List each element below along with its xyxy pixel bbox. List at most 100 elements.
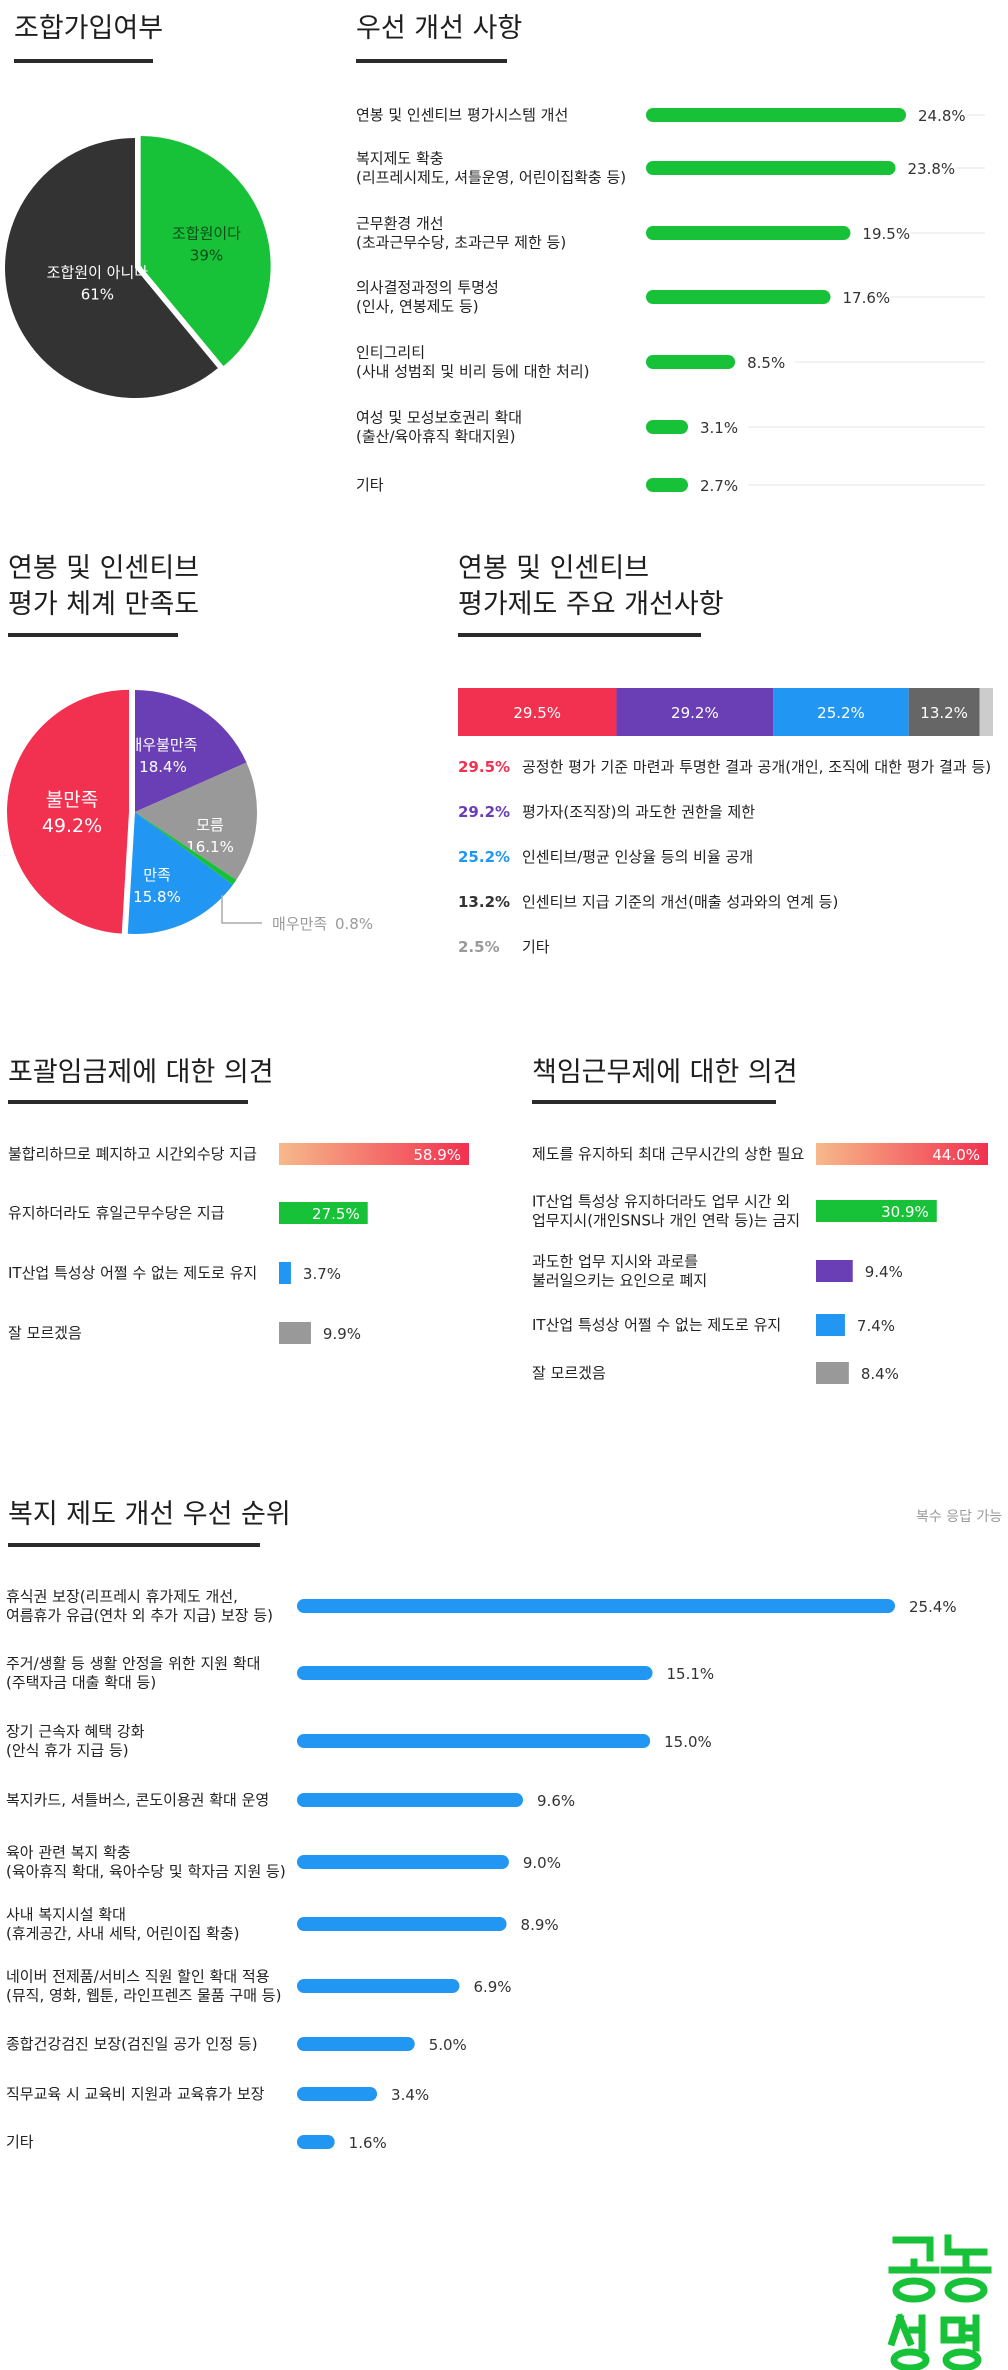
bar	[816, 1200, 937, 1222]
bar-label: 육아 관련 복지 확충	[6, 1844, 131, 1862]
welfare-title-underline	[8, 1543, 260, 1547]
bar-label: 직무교육 시 교육비 지원과 교육휴가 보장	[6, 2085, 265, 2103]
bar-label: 주거/생활 등 생활 안정을 위한 지원 확대	[6, 1655, 260, 1673]
stacked-segment-value: 25.2%	[817, 704, 865, 722]
responsible-title-underline	[532, 1100, 776, 1104]
bar-label: 연봉 및 인센티브 평가시스템 개선	[356, 106, 568, 124]
bar-label: (주택자금 대출 확대 등)	[6, 1674, 156, 1692]
bar-value: 25.4%	[909, 1598, 957, 1616]
bar	[279, 1322, 311, 1344]
pie-value: 18.4%	[139, 758, 187, 776]
bar-label: (리프레시제도, 셔틀운영, 어린이집확충 등)	[356, 169, 626, 187]
welfare-note: 복수 응답 가능	[916, 1509, 1003, 1525]
bar	[297, 2037, 415, 2051]
pie-label: 매우불만족	[128, 736, 197, 754]
bar	[297, 1734, 651, 1748]
bar-value: 3.1%	[700, 419, 738, 437]
satisfaction-title-underline	[8, 633, 178, 637]
bar	[279, 1143, 469, 1165]
bar	[297, 1855, 509, 1869]
bar-value: 8.5%	[747, 354, 785, 372]
bar-value: 58.9%	[413, 1146, 461, 1164]
pie-value: 0.8%	[335, 915, 373, 933]
bar	[279, 1262, 291, 1284]
legend-label: 평가자(조직장)의 과도한 권한을 제한	[522, 803, 755, 821]
improvement-title-line2: 평가제도 주요 개선사항	[458, 589, 724, 620]
bar-value: 2.7%	[700, 477, 738, 495]
bar	[297, 1666, 653, 1680]
bar-label: 과도한 업무 지시와 과로를	[532, 1253, 698, 1271]
priority-title: 우선 개선 사항	[356, 13, 523, 44]
bar	[646, 290, 831, 304]
bar	[646, 420, 688, 434]
bar	[816, 1362, 849, 1384]
bar-label: 장기 근속자 혜택 강화	[6, 1723, 145, 1741]
legend-label: 기타	[522, 938, 550, 956]
bar-label: IT산업 특성상 어쩔 수 없는 제도로 유지	[532, 1316, 781, 1334]
pie-label: 매우만족	[272, 915, 327, 933]
bar-value: 19.5%	[862, 225, 910, 243]
bar-label: 기타	[6, 2133, 34, 2151]
pie-slice	[135, 690, 247, 812]
bar-value: 27.5%	[312, 1205, 360, 1223]
bar-value: 17.6%	[843, 289, 891, 307]
improvement-title-underline	[458, 633, 701, 637]
bar-value: 1.6%	[349, 2134, 387, 2152]
pie-slice	[7, 689, 130, 934]
bar-label: (육아휴직 확대, 육아수당 및 학자금 지원 등)	[6, 1863, 286, 1881]
bar-label: 복지제도 확충	[356, 150, 444, 168]
bar-label: 잘 모르겠음	[532, 1364, 606, 1382]
bar-label: IT산업 특성상 유지하더라도 업무 시간 외	[532, 1193, 790, 1211]
bar-label: IT산업 특성상 어쩔 수 없는 제도로 유지	[8, 1264, 257, 1282]
stacked-segment-value: 29.5%	[513, 704, 561, 722]
improvement-title-line1: 연봉 및 인센티브	[458, 553, 650, 584]
bar-label: 네이버 전제품/서비스 직원 할인 확대 적용	[6, 1968, 270, 1986]
bar-value: 9.0%	[523, 1854, 561, 1872]
bar	[297, 2087, 378, 2101]
bar-label: 유지하더라도 휴일근무수당은 지급	[8, 1204, 225, 1222]
bar	[297, 1793, 524, 1807]
stacked-segment	[908, 688, 980, 736]
pie-value: 39%	[190, 246, 223, 264]
comprehensive-title-underline	[8, 1100, 248, 1104]
bar	[816, 1143, 988, 1165]
bar-label: 제도를 유지하되 최대 근무시간의 상한 필요	[532, 1145, 804, 1163]
legend-value: 2.5%	[458, 938, 500, 956]
bar	[297, 1917, 507, 1931]
bar-label: (초과근무수당, 초과근무 제한 등)	[356, 234, 566, 252]
bar-label: (안식 휴가 지급 등)	[6, 1742, 129, 1760]
bar-value: 15.0%	[664, 1733, 712, 1751]
bar-value: 3.7%	[303, 1265, 341, 1283]
bar-value: 9.6%	[537, 1792, 575, 1810]
bar-value: 44.0%	[932, 1146, 980, 1164]
pie-value: 16.1%	[186, 838, 234, 856]
bar	[646, 226, 851, 240]
pie-label: 만족	[143, 866, 171, 884]
comprehensive-title: 포괄임금제에 대한 의견	[8, 1057, 274, 1088]
bar-value: 15.1%	[667, 1665, 715, 1683]
satisfaction-title-line2: 평가 체계 만족도	[8, 589, 200, 620]
satisfaction-title-line1: 연봉 및 인센티브	[8, 553, 200, 584]
bar-label: 종합건강검진 보장(검진일 공가 인정 등)	[6, 2035, 258, 2053]
bar-label: (뮤직, 영화, 웹툰, 라인프렌즈 물품 구매 등)	[6, 1987, 281, 2005]
legend-value: 13.2%	[458, 893, 510, 911]
bar	[816, 1314, 845, 1336]
bar	[297, 1979, 460, 1993]
bar-value: 24.8%	[918, 107, 966, 125]
bar-label: (인사, 연봉제도 등)	[356, 298, 479, 316]
pie-value: 61%	[81, 286, 114, 304]
pie-slice	[4, 138, 218, 398]
responsible-title: 책임근무제에 대한 의견	[532, 1057, 798, 1088]
pie-label: 조합원이 아니다	[47, 264, 149, 282]
bar-label: 잘 모르겠음	[8, 1324, 82, 1342]
legend-value: 29.2%	[458, 803, 510, 821]
pie-label: 모름	[196, 816, 224, 834]
priority-title-underline	[356, 59, 507, 63]
stacked-segment	[773, 688, 909, 736]
bar	[646, 478, 688, 492]
union-title: 조합가입여부	[14, 13, 164, 44]
stacked-segment-value: 13.2%	[920, 704, 968, 722]
legend-label: 인센티브/평균 인상율 등의 비율 공개	[522, 848, 753, 866]
bar	[297, 2135, 335, 2149]
